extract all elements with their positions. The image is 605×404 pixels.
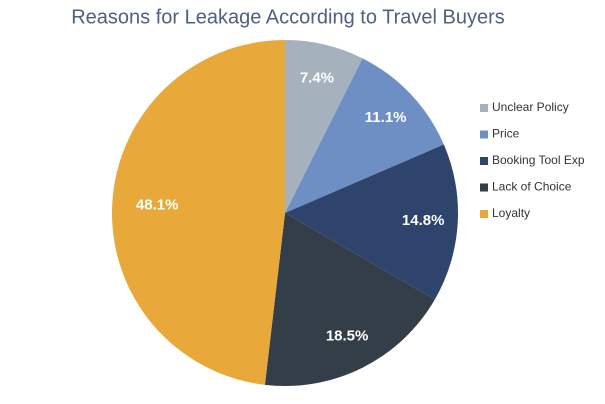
legend-label: Price <box>492 127 520 141</box>
pie-slice <box>285 40 363 213</box>
legend-swatch <box>480 157 488 165</box>
data-label: 11.1% <box>365 109 407 126</box>
pie-slice <box>285 58 444 214</box>
data-label: 7.4% <box>300 69 334 86</box>
legend-label: Unclear Policy <box>492 100 569 114</box>
legend-label: Lack of Choice <box>492 180 572 194</box>
data-label: 48.1% <box>136 197 179 214</box>
legend-swatch <box>480 210 488 218</box>
legend-label: Booking Tool Exp <box>492 153 585 167</box>
pie-slice <box>264 213 435 386</box>
chart-title: Reasons for Leakage According to Travel … <box>71 6 505 28</box>
legend-swatch <box>480 183 488 192</box>
data-label: 14.8% <box>402 212 445 229</box>
legend-swatch <box>480 104 488 112</box>
data-label: 18.5% <box>326 328 369 345</box>
pie-slice <box>111 40 285 385</box>
pie-slice <box>285 144 458 300</box>
legend-swatch <box>480 130 488 139</box>
legend-label: Loyalty <box>492 206 530 220</box>
